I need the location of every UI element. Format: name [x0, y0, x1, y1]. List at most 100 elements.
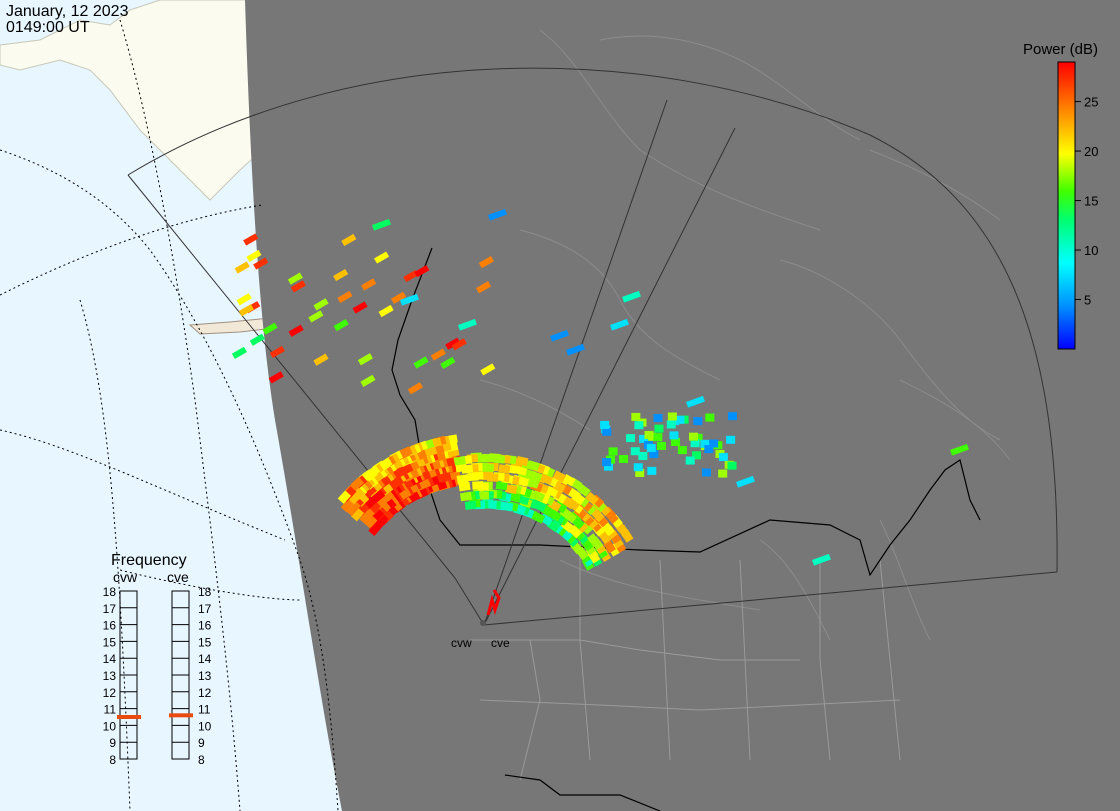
echo-cell	[253, 257, 269, 270]
echo-cell	[688, 432, 698, 441]
echo-cell	[287, 272, 303, 285]
echo-cell	[488, 208, 507, 221]
freq-radar-cve: cve	[167, 569, 189, 585]
echo-cell	[400, 293, 419, 306]
echo-cell	[458, 481, 471, 492]
echo-cell	[246, 249, 262, 263]
site-label-cve: cve	[491, 636, 510, 650]
echo-cell	[552, 470, 567, 483]
echo-cell	[236, 293, 252, 306]
echo-cell	[736, 475, 755, 488]
echo-cell	[243, 233, 259, 246]
echo-cell	[638, 452, 648, 461]
echo-cell	[727, 412, 737, 421]
echo-cell	[693, 433, 703, 442]
echo-cell	[705, 413, 715, 422]
site-label-cvw: cvw	[451, 636, 472, 650]
echo-cell	[675, 415, 685, 424]
frequency-tick-right: 18	[198, 585, 212, 599]
echo-cell	[726, 435, 736, 444]
echo-cell	[577, 483, 591, 497]
echo-cell	[269, 345, 285, 359]
echo-cell	[268, 371, 284, 384]
echo-cell	[313, 298, 329, 311]
colorbar-title: Power (dB)	[1023, 41, 1098, 58]
echo-cell	[812, 553, 831, 566]
radar-local-echo	[486, 589, 501, 616]
radar-site-marker	[480, 620, 486, 626]
frequency-marker-cvw	[117, 715, 141, 719]
echo-cell	[231, 346, 247, 359]
echo-cell	[704, 445, 714, 454]
echo-cell	[456, 474, 469, 484]
frequency-tick-left: 10	[103, 719, 117, 733]
echo-cell	[646, 443, 656, 452]
echo-cell	[378, 304, 394, 318]
echo-cell	[337, 490, 352, 504]
echo-cell	[451, 338, 467, 351]
echo-cell	[691, 451, 701, 460]
echo-cell	[359, 510, 373, 525]
echo-cell	[669, 431, 679, 440]
echo-cell	[360, 374, 376, 387]
frequency-tick-left: 16	[103, 619, 117, 633]
echo-cell	[467, 472, 479, 482]
echo-cell	[478, 256, 494, 269]
frequency-tick-left: 18	[103, 585, 117, 599]
echo-cell	[459, 491, 472, 502]
frequency-tick-right: 15	[198, 635, 212, 649]
colorbar-tick-label: 10	[1084, 243, 1098, 258]
echo-cell	[374, 251, 390, 264]
frequency-tick-left: 9	[109, 736, 116, 750]
alaska-land	[0, 0, 263, 201]
country-borders	[391, 247, 981, 811]
echo-cell	[666, 420, 676, 429]
echo-cell	[653, 413, 663, 422]
frequency-tick-right: 9	[198, 736, 205, 750]
echo-cell	[639, 434, 649, 443]
colorbar-tick-label: 25	[1084, 95, 1098, 110]
echo-cell	[677, 446, 687, 455]
echo-cell	[407, 382, 423, 395]
echo-cell	[649, 450, 659, 459]
echo-cell	[381, 490, 395, 504]
echo-cell	[566, 343, 585, 356]
echo-cell	[345, 502, 360, 517]
echo-cell	[693, 417, 703, 426]
colorbar-tick-label: 5	[1084, 293, 1091, 308]
echo-cell	[288, 324, 304, 337]
echo-cell	[602, 458, 612, 467]
echo-cell	[514, 465, 528, 476]
frequency-tick-right: 11	[198, 703, 211, 717]
echo-cell	[633, 463, 643, 472]
echo-cell	[950, 443, 969, 456]
frequency-tick-left: 11	[104, 703, 117, 717]
frequency-title: Frequency	[111, 552, 187, 569]
frequency-tick-right: 12	[198, 686, 212, 700]
echo-cell	[403, 269, 419, 283]
echo-cell	[610, 318, 629, 331]
echo-cell	[350, 507, 365, 522]
echo-cell	[718, 469, 728, 478]
freq-radar-cvw: cvw	[113, 569, 138, 585]
echo-cell	[685, 456, 695, 465]
frequency-tick-right: 16	[198, 619, 212, 633]
echo-cell	[313, 353, 329, 366]
echo-cell	[368, 522, 382, 537]
echo-cell	[337, 290, 353, 304]
colorbar: Power (dB) 25 20 15 10 5	[1023, 41, 1098, 350]
colorbar-gradient	[1057, 61, 1076, 350]
echo-cell	[234, 261, 250, 274]
echo-cell	[445, 337, 461, 350]
echo-cell	[430, 348, 446, 361]
echo-cell	[600, 420, 610, 429]
time-label: 0149:00 UT	[6, 19, 90, 36]
frequency-tick-right: 10	[198, 719, 212, 733]
echo-cell	[333, 268, 349, 282]
echo-cell	[238, 304, 254, 317]
echo-cell	[361, 278, 377, 291]
echo-cell	[630, 447, 640, 456]
echo-cell	[626, 434, 636, 443]
frequency-tick-left: 17	[103, 602, 117, 616]
